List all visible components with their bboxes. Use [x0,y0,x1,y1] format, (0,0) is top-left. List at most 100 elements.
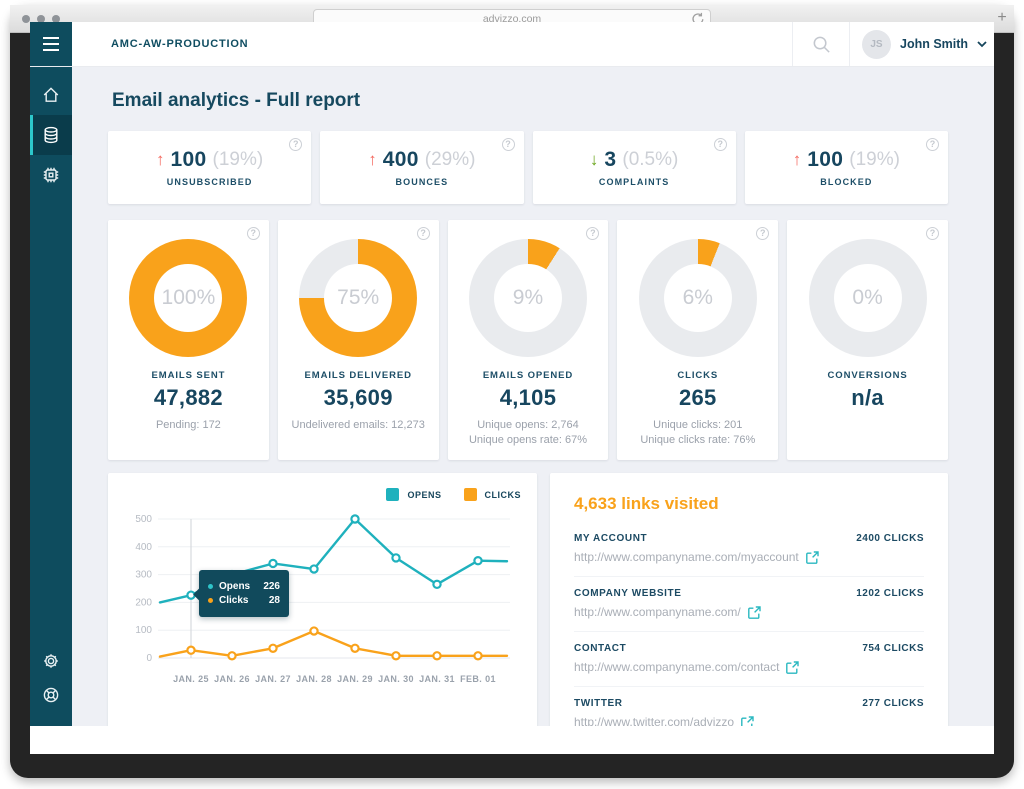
sidebar-item-data-reports[interactable] [30,115,72,155]
clicks-dot-icon [208,598,213,603]
sidebar-item-home[interactable] [30,75,72,115]
stat-card-complaints: ? ↓ 3 (0.5%) COMPLAINTS [532,131,736,204]
stat-label: BLOCKED [820,177,873,187]
legend-item-clicks[interactable]: CLICKS [463,488,522,501]
stat-card-bounces: ? ↑ 400 (29%) BOUNCES [320,131,524,204]
donut-subtext: Unique clicks: 201 Unique clicks rate: 76… [640,419,756,446]
donut-percent-label: 75% [337,286,380,309]
stat-label: BOUNCES [395,177,449,187]
help-icon[interactable]: ? [926,227,939,240]
links-visited-title: 4,633 links visited [574,494,719,513]
url-text: advizzo.com [482,12,542,25]
trend-up-icon: ↑ [792,150,802,169]
donut-value: 265 [678,385,717,410]
link-clicks: 1202 CLICKS [856,588,924,599]
link-row-contact: CONTACT 754 CLICKS http://www.companynam… [574,631,924,686]
chart-legend: OPENS CLICKS [108,488,521,501]
database-icon [44,126,58,144]
stats-row: ? ↑ 100 (19%) UNSUBSCRIBED ? [108,131,948,204]
new-tab-button[interactable]: + [997,9,1007,26]
menu-toggle-button[interactable] [30,22,72,66]
browser-window: advizzo.com + AMC-AW-PRODUCTION [10,5,1014,778]
lifebuoy-icon [43,687,59,703]
help-icon[interactable]: ? [926,138,939,151]
donut-label: CLICKS [677,370,719,381]
stat-card-blocked: ? ↑ 100 (19%) BLOCKED [744,131,948,204]
search-button[interactable] [792,22,849,66]
donut-chart: 75% [299,239,418,357]
account-name: AMC-AW-PRODUCTION [111,38,249,50]
link-url[interactable]: http://www.twitter.com/advizzo [574,715,735,726]
link-url[interactable]: http://www.companyname.com/myaccount [574,550,799,564]
opens-dot-icon [208,584,213,589]
sidebar-item-support[interactable] [30,678,72,712]
tooltip-row-clicks: Clicks 28 [208,595,280,606]
window-control-dot[interactable] [22,15,30,23]
donut-percent-label: 0% [852,286,883,309]
stat-value: 400 [382,148,419,171]
avatar[interactable]: JS [862,29,891,59]
donut-chart: 9% [468,239,587,357]
trend-up-icon: ↑ [156,150,165,169]
stat-percent: (0.5%) [622,149,679,170]
svg-text:JAN. 27: JAN. 27 [255,674,291,684]
donut-card-conversions: ? 0% CONVERSIONS n/a [787,220,948,460]
donut-chart: 100% [129,239,248,357]
donut-card-emails-sent: ? 100% EMAILS SENT 47,882 Pending: 172 [108,220,269,460]
donut-value: 47,882 [153,385,223,410]
donut-card-emails-opened: ? 9% EMAILS OPENED 4,105 Unique opens: 2… [447,220,609,460]
link-row-company-website: COMPANY WEBSITE 1202 CLICKS http://www.c… [574,576,924,631]
donut-label: EMAILS OPENED [482,370,574,381]
chevron-down-icon[interactable] [977,40,987,48]
link-clicks: 277 CLICKS [862,698,924,709]
chip-icon [43,167,59,183]
clicks-swatch [463,488,477,501]
window-controls[interactable] [22,15,60,23]
tooltip-row-opens: Opens 226 [208,581,280,592]
link-row-twitter: TWITTER 277 CLICKS http://www.twitter.co… [574,686,924,726]
help-icon[interactable]: ? [713,138,727,151]
donut-subtext: Undelivered emails: 12,273 [291,419,425,431]
page-title: Email analytics - Full report [112,90,361,111]
donut-label: EMAILS SENT [151,370,226,381]
svg-text:100: 100 [135,625,152,636]
help-icon[interactable]: ? [416,227,430,240]
search-icon [813,36,830,53]
main-content: Email analytics - Full report ? ↑ 100 (1… [72,67,994,726]
external-link-icon[interactable] [747,605,761,619]
external-link-icon[interactable] [805,550,819,564]
svg-text:300: 300 [135,570,152,581]
stat-value: 100 [807,148,844,171]
donut-label: CONVERSIONS [827,370,908,381]
window-control-dot[interactable] [37,15,45,23]
link-url[interactable]: http://www.companyname.com/contact [574,660,780,674]
external-link-icon[interactable] [786,660,800,674]
donut-card-emails-delivered: ? 75% EMAILS DELIVERED 35,609 Undelivere… [277,220,439,460]
donut-card-clicks: ? 6% CLICKS 265 Unique clicks: 201 Unique… [617,220,779,460]
user-menu[interactable]: JS John Smith [849,22,994,66]
window-control-dot[interactable] [52,15,60,23]
help-icon[interactable]: ? [501,138,515,151]
donut-row: ? 100% EMAILS SENT 47,882 Pending: 172 [108,220,948,460]
stat-value: 3 [604,148,617,171]
sidebar-item-settings[interactable] [30,644,72,678]
help-icon[interactable]: ? [756,227,770,240]
svg-text:JAN. 31: JAN. 31 [419,674,455,684]
stat-label: COMPLAINTS [598,177,670,187]
help-icon[interactable]: ? [289,138,303,151]
link-name: MY ACCOUNT [574,533,648,544]
sidebar-item-system[interactable] [30,155,72,195]
svg-text:400: 400 [135,542,152,553]
help-icon[interactable]: ? [586,227,600,240]
svg-text:JAN. 25: JAN. 25 [173,674,209,684]
line-chart: 0 100 200 300 400 500 JAN. 25 JAN. 26 JAN. 27 JAN… [135,514,510,684]
sidebar [30,67,72,726]
external-link-icon[interactable] [741,715,754,727]
donut-subtext: Unique opens: 2,764 Unique opens rate: 67… [468,419,587,446]
link-url[interactable]: http://www.companyname.com/ [574,605,741,619]
svg-text:0: 0 [146,653,152,664]
legend-item-opens[interactable]: OPENS [386,488,441,501]
opens-swatch [386,488,400,501]
help-icon[interactable]: ? [246,227,260,240]
trend-down-icon: ↓ [589,150,599,169]
